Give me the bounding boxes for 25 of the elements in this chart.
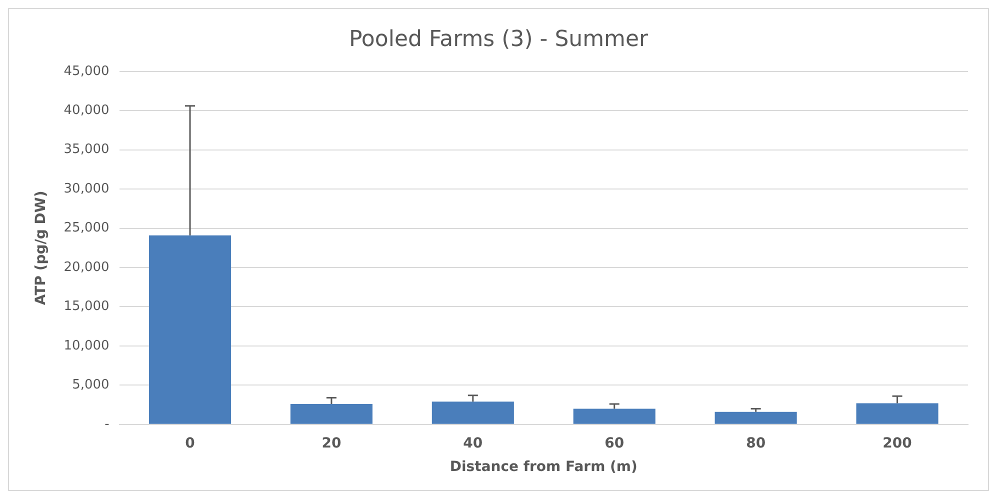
- x-tick-label: 200: [882, 435, 912, 452]
- y-tick-label: 5,000: [72, 378, 110, 393]
- bar: [148, 235, 232, 424]
- y-tick-label: 30,000: [64, 181, 110, 196]
- y-tick-label: 20,000: [64, 260, 110, 275]
- y-axis-title: ATP (pg/g DW): [33, 190, 50, 306]
- bar: [573, 408, 656, 424]
- bar: [714, 412, 797, 424]
- x-tick-label: 0: [185, 435, 196, 452]
- y-tick-label: 35,000: [64, 142, 110, 158]
- x-axis-title: Distance from Farm (m): [450, 459, 638, 476]
- y-tick-label: 45,000: [64, 64, 110, 79]
- x-tick-label: 20: [322, 435, 342, 452]
- y-tick-label: 15,000: [64, 299, 110, 314]
- y-tick-label: 25,000: [64, 220, 110, 236]
- y-tick-label: -: [104, 416, 110, 432]
- x-tick-label: 40: [463, 435, 483, 452]
- x-tick-label: 80: [746, 435, 766, 452]
- bar: [290, 404, 372, 424]
- y-tick-label: 40,000: [64, 102, 110, 118]
- chart-title: Pooled Farms (3) - Summer: [348, 26, 650, 52]
- bar: [432, 402, 514, 424]
- bar: [856, 403, 938, 424]
- x-tick-label: 60: [604, 435, 624, 452]
- y-tick-label: 10,000: [64, 338, 110, 354]
